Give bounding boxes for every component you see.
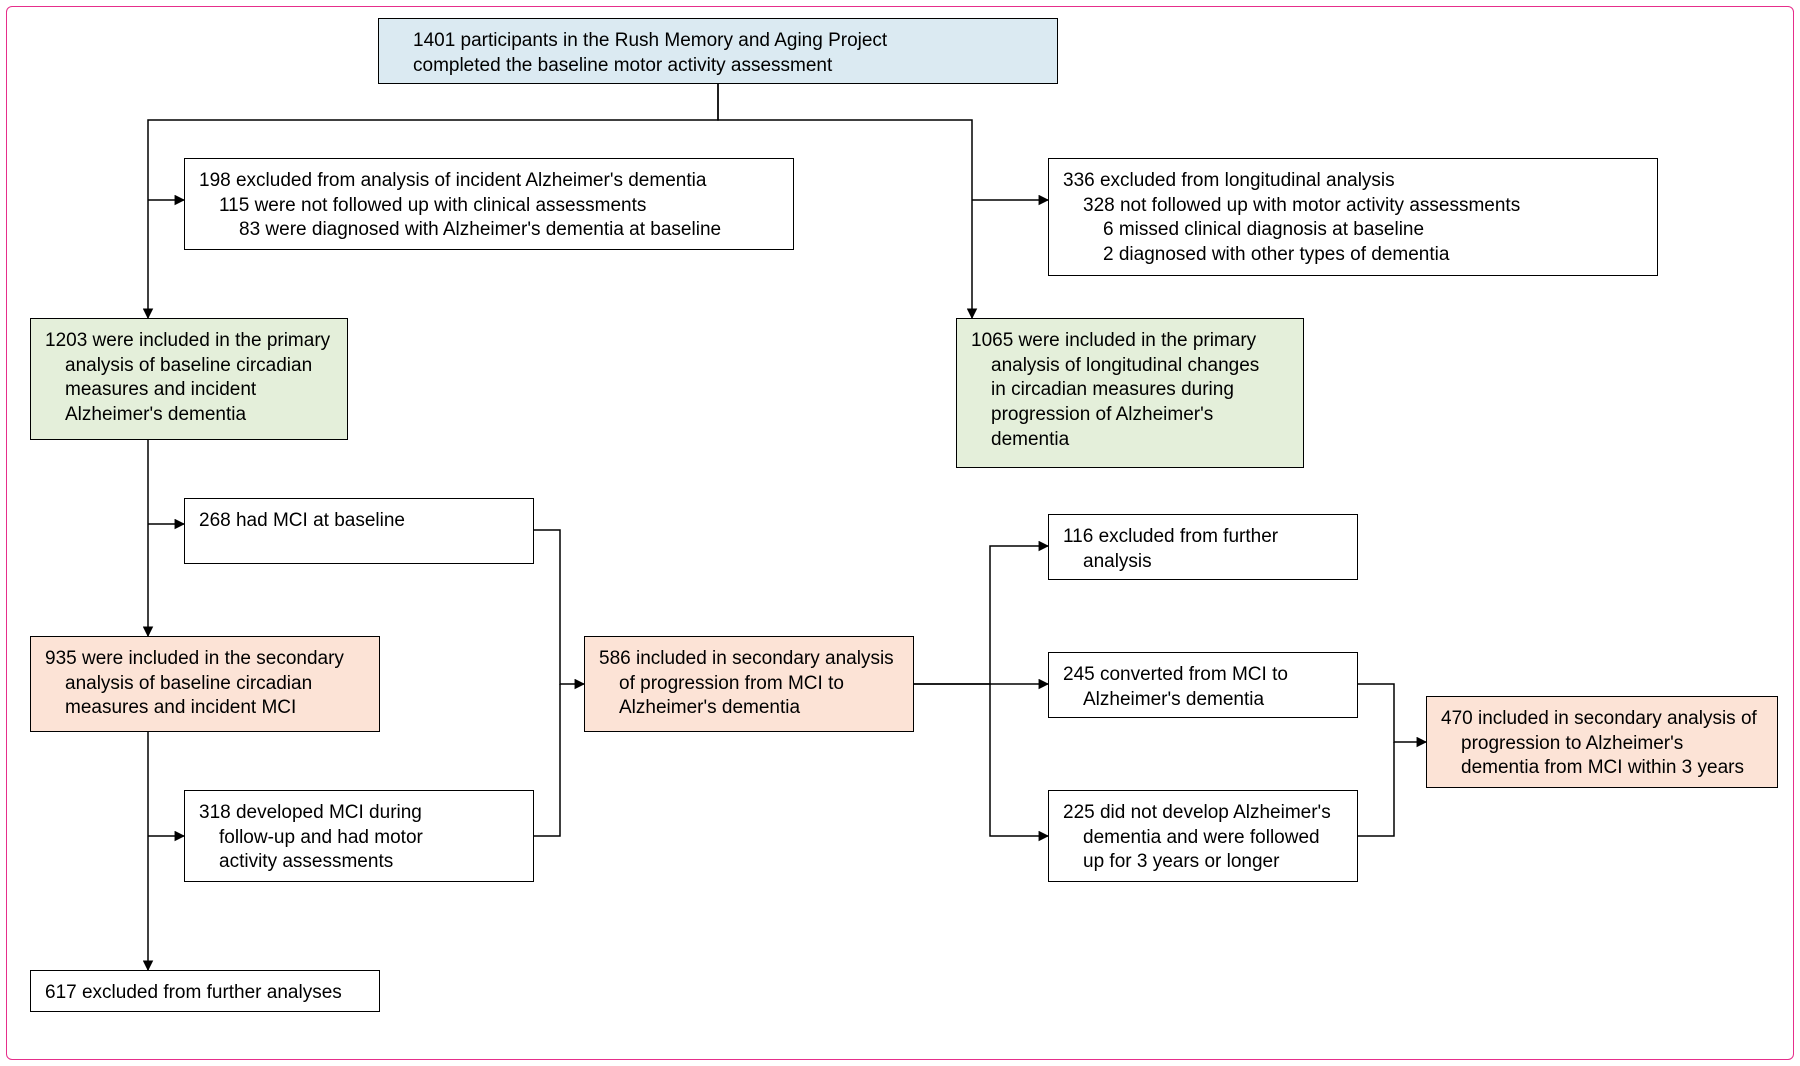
node-excl_116: 116 excluded from furtheranalysis	[1048, 514, 1358, 580]
node-conv_245: 245 converted from MCI toAlzheimer's dem…	[1048, 652, 1358, 718]
node-prim_long: 1065 were included in the primaryanalysi…	[956, 318, 1304, 468]
node-root: 1401 participants in the Rush Memory and…	[378, 18, 1058, 84]
node-excl_ad: 198 excluded from analysis of incident A…	[184, 158, 794, 250]
node-mci_fu: 318 developed MCI duringfollow-up and ha…	[184, 790, 534, 882]
node-sec_470: 470 included in secondary analysis ofpro…	[1426, 696, 1778, 788]
node-mci_base: 268 had MCI at baseline	[184, 498, 534, 564]
node-excl_long: 336 excluded from longitudinal analysis3…	[1048, 158, 1658, 276]
node-excl_617: 617 excluded from further analyses	[30, 970, 380, 1012]
node-nodev_225: 225 did not develop Alzheimer'sdementia …	[1048, 790, 1358, 882]
node-sec_mci: 935 were included in the secondaryanalys…	[30, 636, 380, 732]
node-prim_ad: 1203 were included in the primaryanalysi…	[30, 318, 348, 440]
node-sec_prog: 586 included in secondary analysisof pro…	[584, 636, 914, 732]
flowchart-canvas: 1401 participants in the Rush Memory and…	[0, 0, 1800, 1066]
